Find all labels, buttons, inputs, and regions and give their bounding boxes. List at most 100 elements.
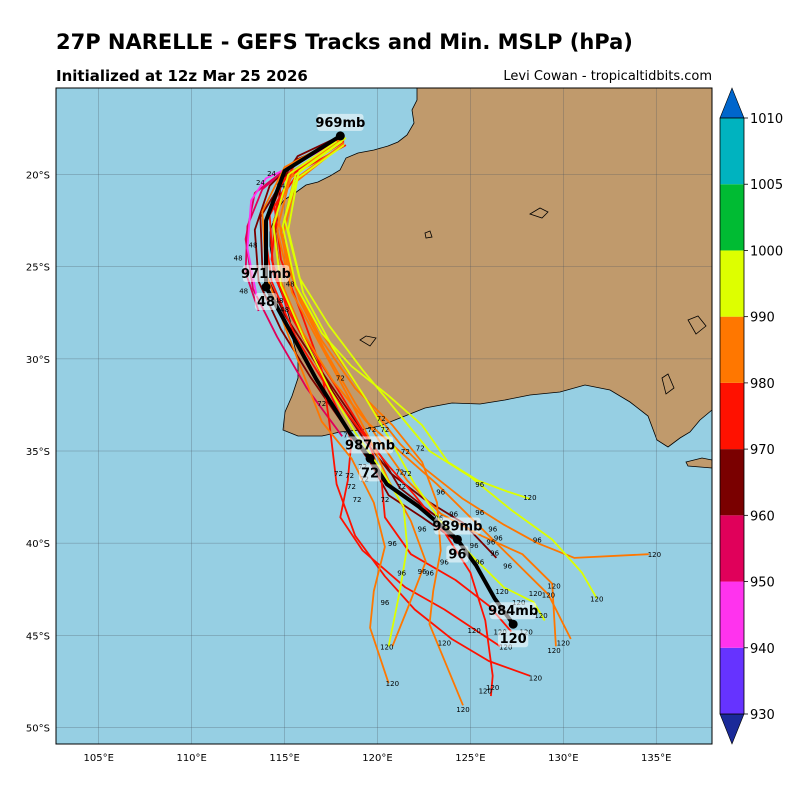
- lon-tick-label: 135°E: [641, 753, 671, 764]
- small-island: [529, 207, 549, 219]
- lat-tick-label: 45°S: [26, 631, 50, 642]
- mean-hour-label-bg: [446, 545, 469, 563]
- pressure-label: 969mb: [315, 113, 365, 131]
- hour-label: 96: [488, 525, 497, 533]
- hour-label: 96: [440, 559, 449, 567]
- member-track: [261, 137, 390, 684]
- hour-label: 24: [267, 170, 276, 178]
- hour-label: 96: [418, 525, 427, 533]
- colorbar-segment: [720, 382, 744, 450]
- mean-track-point: [508, 619, 518, 629]
- hour-label: 24: [256, 179, 265, 187]
- hour-label: 72: [347, 483, 356, 491]
- colorbar-under-arrow: [719, 713, 745, 745]
- hour-label: 120: [523, 494, 536, 502]
- colorbar-segment: [720, 581, 744, 648]
- mean-hour-label: 72: [359, 464, 382, 482]
- hour-label: 48: [286, 280, 295, 288]
- colorbar-tick-label: 930: [750, 708, 775, 723]
- mean-hour-label-text: 120: [500, 632, 527, 647]
- hour-label: 96: [533, 536, 542, 544]
- hour-label: 72: [336, 374, 345, 382]
- small-island: [661, 373, 675, 395]
- colorbar-tick-label: 970: [750, 443, 775, 458]
- pressure-label-text: 969mb: [315, 116, 365, 131]
- pressure-label-bg: [317, 113, 364, 131]
- pressure-label-text: 987mb: [345, 438, 395, 453]
- colorbar-tick-label: 980: [750, 377, 775, 392]
- hour-label: 72: [403, 470, 412, 478]
- colorbar-tick-label: 960: [750, 509, 775, 524]
- hour-label: 96: [470, 542, 479, 550]
- hour-label: 120: [529, 590, 542, 598]
- hour-label: 120: [547, 647, 560, 655]
- colorbar-tick-label: 990: [750, 311, 775, 326]
- hour-label: 120: [438, 640, 451, 648]
- colorbar-segment: [720, 118, 744, 185]
- australia-landmass: [269, 88, 712, 448]
- init-time: Initialized at 12z Mar 25 2026: [56, 67, 308, 85]
- lat-tick-label: 25°S: [26, 263, 50, 274]
- mean-hour-label: 120: [498, 630, 529, 648]
- hour-label: 72: [343, 431, 352, 439]
- small-island: [359, 335, 377, 347]
- lon-tick-label: 105°E: [84, 753, 114, 764]
- hour-label: 96: [503, 562, 512, 570]
- member-track: [279, 142, 464, 706]
- hour-label: 72: [334, 470, 343, 478]
- hour-label: 48: [234, 255, 243, 263]
- hour-label: 48: [275, 297, 284, 305]
- mean-hour-label: 48: [254, 293, 278, 311]
- colorbar-tick-label: 1010: [750, 112, 783, 127]
- hour-label: 72: [345, 472, 354, 480]
- pressure-label-bg: [490, 602, 537, 620]
- lon-tick-label: 110°E: [176, 753, 206, 764]
- pressure-label: 971mb: [241, 265, 291, 283]
- colorbar: 930 940 950 960 970 980 990 1000 1005 1010: [719, 87, 783, 745]
- colorbar-segment: [720, 316, 744, 383]
- pressure-label-text: 989mb: [432, 519, 482, 534]
- hour-label: 72: [377, 415, 386, 423]
- pressure-label-text: 971mb: [241, 267, 291, 282]
- hour-label: 120: [557, 640, 570, 648]
- hour-label: 96: [397, 570, 406, 578]
- hour-label: 96: [475, 559, 484, 567]
- colorbar-tick-label: 940: [750, 642, 775, 657]
- axis-ticks: 105°E 110°E 115°E 120°E 125°E 130°E 135°E 20°S 2…: [26, 171, 672, 764]
- small-island: [687, 315, 707, 335]
- lon-tick-label: 120°E: [362, 753, 392, 764]
- colorbar-segment: [720, 647, 744, 714]
- member-track: [283, 137, 598, 599]
- lat-tick-label: 20°S: [26, 171, 50, 182]
- hour-label: 120: [495, 588, 508, 596]
- hour-label: 120: [547, 583, 560, 591]
- mean-track-point: [452, 534, 462, 544]
- hour-label: 72: [401, 448, 410, 456]
- hour-label: 96: [475, 509, 484, 517]
- hour-label: 72: [416, 444, 425, 452]
- hour-label: 24: [276, 183, 285, 191]
- hour-label: 72: [367, 426, 376, 434]
- hour-label: 96: [418, 568, 427, 576]
- map-frame: [55, 87, 713, 745]
- hour-label: 72: [353, 496, 362, 504]
- hour-label: 120: [534, 612, 547, 620]
- hour-label: 72: [380, 496, 389, 504]
- colorbar-segment: [720, 515, 744, 582]
- colorbar-over-arrow: [719, 87, 745, 119]
- hour-label: 120: [542, 592, 555, 600]
- colorbar-frame: [719, 117, 745, 715]
- hour-label: 96: [388, 540, 397, 548]
- hour-label: 48: [249, 242, 258, 250]
- pressure-label-bg: [434, 517, 481, 535]
- member-track: [272, 137, 531, 677]
- hour-label: 120: [456, 706, 469, 714]
- mean-hour-label-text: 72: [361, 466, 379, 481]
- hour-label: 96: [494, 535, 503, 543]
- hour-label: 48: [239, 288, 248, 296]
- hour-label: 96: [380, 599, 389, 607]
- mean-hour-label-bg: [359, 464, 382, 482]
- pressure-label-bg: [242, 265, 290, 283]
- pressure-label-bg: [346, 436, 394, 454]
